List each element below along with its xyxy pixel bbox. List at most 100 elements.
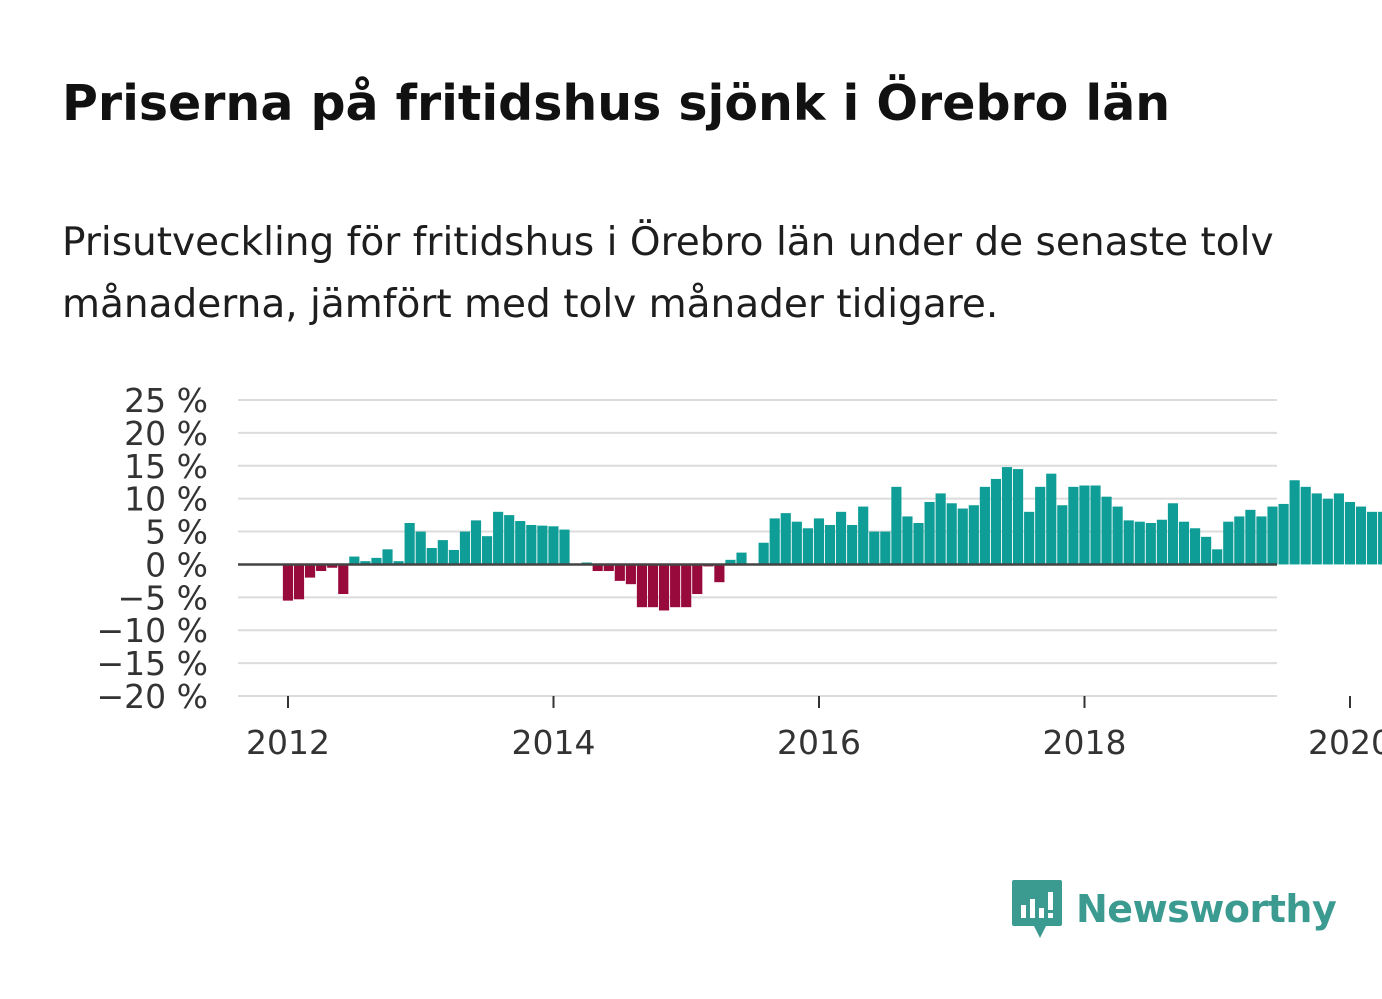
bar bbox=[1378, 511, 1382, 565]
y-tick-label: 10 % bbox=[124, 480, 208, 519]
bar bbox=[736, 552, 747, 565]
chart-subtitle: Prisutveckling för fritidshus i Örebro l… bbox=[62, 220, 1274, 327]
bar bbox=[1112, 506, 1123, 565]
bar bbox=[1178, 521, 1190, 565]
bar bbox=[327, 564, 338, 568]
bar bbox=[670, 564, 681, 608]
newsworthy-logo-icon bbox=[1012, 880, 1062, 938]
bar bbox=[979, 486, 990, 565]
bar bbox=[758, 542, 769, 565]
bar bbox=[924, 501, 935, 565]
x-tick-label: 2016 bbox=[777, 723, 861, 762]
newsworthy-logo[interactable]: Newsworthy bbox=[1010, 878, 1337, 940]
bar bbox=[349, 556, 360, 565]
bar bbox=[1024, 511, 1035, 565]
bar bbox=[625, 564, 636, 585]
bar bbox=[559, 529, 570, 565]
bar bbox=[481, 536, 493, 565]
bar bbox=[1333, 493, 1344, 565]
y-tick-label: −10 % bbox=[97, 611, 209, 650]
y-tick-label: 0 % bbox=[145, 545, 208, 584]
bar bbox=[360, 561, 371, 565]
bar bbox=[1068, 486, 1079, 565]
bar bbox=[1344, 501, 1356, 565]
bar-chart: 25 %20 %15 %10 %5 %0 %−5 %−10 %−15 %−20 … bbox=[97, 381, 1382, 762]
bar bbox=[470, 520, 482, 565]
bar bbox=[725, 559, 736, 565]
bar bbox=[1245, 509, 1256, 565]
bar bbox=[1035, 486, 1046, 565]
bar bbox=[448, 549, 459, 565]
bar bbox=[548, 526, 559, 565]
bar bbox=[459, 531, 471, 565]
bar bbox=[813, 518, 825, 565]
bars bbox=[282, 467, 1382, 611]
bar bbox=[316, 564, 327, 572]
bar bbox=[1289, 480, 1300, 565]
bar bbox=[692, 564, 703, 595]
bar bbox=[714, 564, 725, 583]
bar bbox=[946, 503, 957, 565]
bar bbox=[537, 525, 548, 565]
bar bbox=[636, 564, 648, 608]
x-tick-label: 2012 bbox=[246, 723, 330, 762]
bar bbox=[1134, 521, 1145, 565]
bar bbox=[1311, 493, 1322, 565]
x-tick-label: 2018 bbox=[1043, 723, 1127, 762]
bar bbox=[1278, 503, 1289, 565]
bar bbox=[1156, 519, 1167, 565]
brand-name: Newsworthy bbox=[1076, 887, 1337, 931]
bar bbox=[1001, 467, 1013, 565]
bar bbox=[957, 508, 968, 565]
bar bbox=[990, 478, 1002, 565]
chart-title: Priserna på fritidshus sjönk i Örebro lä… bbox=[62, 75, 1171, 132]
bar bbox=[1322, 498, 1333, 565]
bar bbox=[504, 515, 515, 565]
x-tick-label: 2020 bbox=[1308, 723, 1382, 762]
y-tick-label: 20 % bbox=[124, 414, 208, 453]
bar bbox=[404, 523, 415, 565]
bar bbox=[824, 524, 836, 565]
bar bbox=[869, 531, 880, 565]
bar bbox=[304, 564, 316, 578]
bar bbox=[847, 524, 858, 565]
axes bbox=[238, 563, 1351, 708]
bar bbox=[802, 528, 813, 565]
bar bbox=[382, 549, 393, 565]
y-tick-label: 25 % bbox=[124, 381, 208, 420]
bar bbox=[880, 531, 891, 565]
bar bbox=[1355, 506, 1367, 565]
bar bbox=[293, 564, 305, 600]
bar bbox=[913, 523, 924, 565]
y-tick-label: −5 % bbox=[118, 578, 209, 617]
bar bbox=[1123, 520, 1134, 565]
bar bbox=[493, 511, 504, 565]
bar bbox=[1012, 469, 1024, 565]
bar bbox=[681, 564, 692, 608]
bar bbox=[858, 506, 869, 565]
bar bbox=[526, 524, 537, 565]
y-tick-label: −15 % bbox=[97, 644, 209, 683]
labels: 25 %20 %15 %10 %5 %0 %−5 %−10 %−15 %−20 … bbox=[97, 381, 1382, 762]
bar bbox=[1046, 473, 1057, 565]
bar bbox=[1267, 506, 1278, 565]
bar bbox=[658, 564, 670, 611]
y-tick-label: −20 % bbox=[97, 677, 209, 716]
bar bbox=[1145, 523, 1156, 565]
bar bbox=[282, 564, 294, 601]
bar bbox=[393, 561, 404, 565]
bar bbox=[515, 521, 526, 565]
bar bbox=[338, 564, 349, 595]
bar bbox=[1090, 485, 1101, 565]
bar bbox=[791, 521, 802, 565]
bar bbox=[1223, 521, 1234, 565]
bar bbox=[592, 564, 603, 572]
bar bbox=[371, 557, 382, 565]
bar bbox=[1256, 516, 1267, 565]
bar bbox=[437, 540, 448, 565]
bar bbox=[1366, 511, 1378, 565]
bar bbox=[614, 564, 625, 581]
bar bbox=[780, 513, 791, 565]
bar bbox=[415, 531, 426, 565]
y-tick-label: 5 % bbox=[145, 513, 208, 552]
